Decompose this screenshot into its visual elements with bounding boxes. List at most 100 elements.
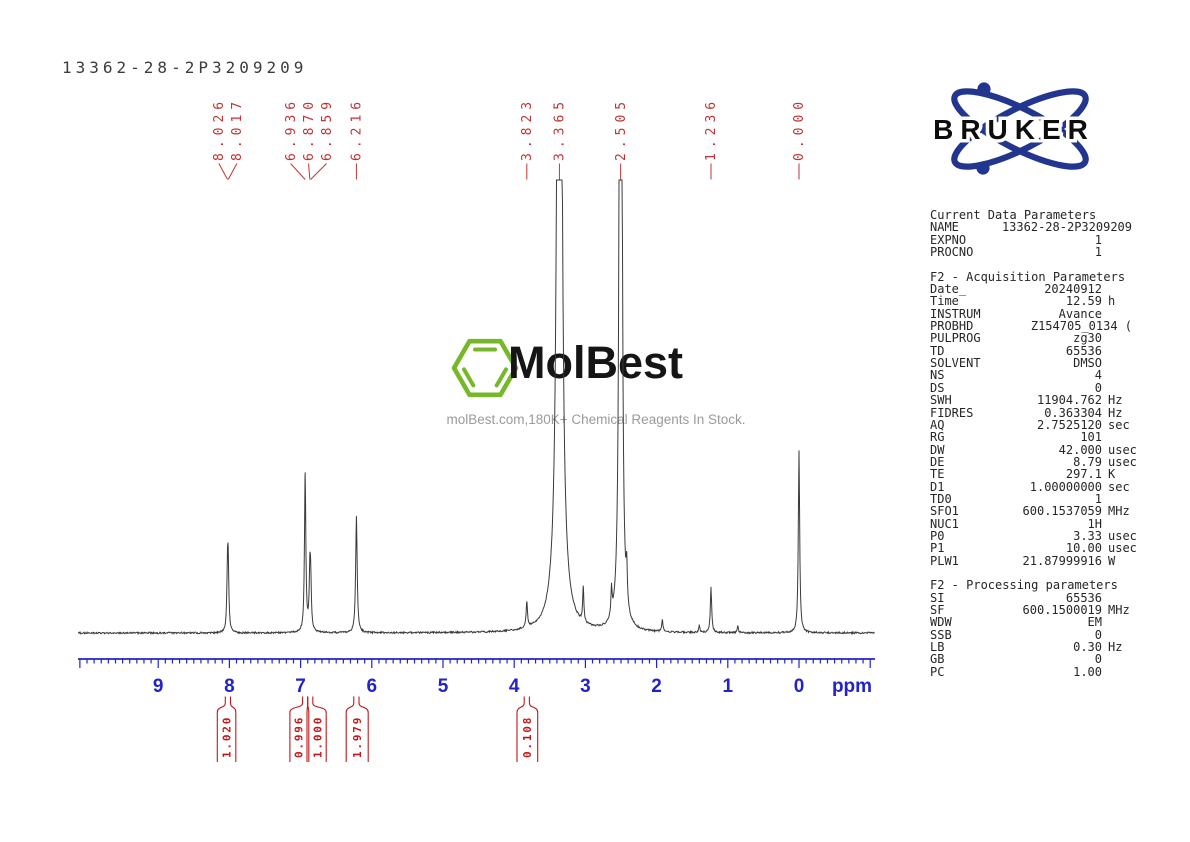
nmr-spectrum-plot: 9 8 7 6 5 4 3 2 1 0 ppm 8.026 8.017 6.936 6.870 6.859 6.… — [77, 97, 875, 762]
parameter-section: F2 - Processing parameters SI 65536 SF 600.1… — [930, 579, 1132, 678]
parameter-name: DW — [930, 442, 945, 457]
parameter-value: 42.000 — [1058, 442, 1102, 457]
parameter-value: 13362-28-2P3209209 — [1001, 220, 1132, 235]
parameter-name: TE — [930, 467, 945, 482]
parameter-name: FIDRES — [930, 405, 974, 420]
parameter-unit: Hz — [1108, 405, 1123, 420]
parameter-row: PROCNO 1 — [930, 245, 1132, 260]
parameter-row: SOLVENT DMSO — [930, 356, 1132, 371]
parameter-name: TD0 — [930, 491, 952, 506]
axis-tick-label: 7 — [295, 676, 306, 697]
peak-label-connector — [310, 163, 327, 180]
parameter-row: SSB 0 — [930, 627, 1132, 642]
parameter-value: 65536 — [1065, 590, 1102, 605]
parameter-value: 1H — [1087, 516, 1102, 531]
parameter-unit — [1102, 431, 1132, 443]
peak-label: 0.000 — [792, 97, 807, 161]
parameter-section-header: F2 - Processing parameters — [930, 578, 1118, 593]
parameter-value: zg30 — [1073, 331, 1102, 346]
axis-tick-label: 0 — [794, 676, 805, 697]
axis-tick-label: 3 — [580, 676, 591, 697]
parameter-section-header: F2 - Acquisition Parameters — [930, 269, 1126, 284]
molbest-watermark: MolBest molBest.com,180K+ Chemical Reage… — [446, 334, 746, 434]
parameter-name: SF — [930, 603, 945, 617]
parameter-row: D1 1.00000000 sec — [930, 479, 1132, 494]
peak-label-connector — [218, 163, 228, 180]
parameter-value: 0 — [1094, 652, 1102, 667]
molbest-tagline: molBest.com,180K+ Chemical Reagents In S… — [446, 412, 746, 427]
parameter-name: LB — [930, 640, 945, 655]
parameter-value: 8.79 — [1073, 454, 1102, 469]
parameter-name: SSB — [930, 627, 952, 642]
parameter-value: 12.59 — [1065, 294, 1102, 309]
peak-label: 8.026 — [212, 97, 227, 161]
parameter-value: 297.1 — [1065, 467, 1102, 482]
peak-label: 2.505 — [614, 97, 629, 161]
molbest-brand-text: MolBest — [508, 337, 684, 388]
integral-value: 1.020 — [220, 716, 233, 758]
parameter-name: PROCNO — [930, 245, 974, 260]
parameter-value: 0 — [1094, 627, 1102, 642]
parameter-value: 2.7525120 — [1036, 417, 1102, 432]
parameter-unit — [1102, 357, 1132, 369]
parameter-name: EXPNO — [930, 232, 967, 247]
axis-tick-label: 8 — [224, 676, 235, 697]
parameter-name: SFO1 — [930, 504, 959, 519]
bruker-brand-text: BRUKER — [933, 114, 1095, 145]
parameter-value: 600.1537059 — [1022, 504, 1102, 519]
parameter-value: 4 — [1094, 368, 1102, 383]
parameter-row: INSTRUM Avance — [930, 306, 1132, 321]
peak-label: 1.236 — [704, 97, 719, 161]
bruker-orbits-icon: BRUKER — [930, 82, 1095, 175]
peak-label: 8.017 — [230, 97, 245, 161]
parameter-row: FIDRES 0.363304 Hz — [930, 405, 1132, 420]
parameter-unit: usec — [1108, 442, 1137, 457]
parameter-value: Z154705_0134 ( — [1030, 319, 1132, 334]
parameter-row: Date_ 20240912 — [930, 283, 1132, 296]
parameter-section-header: Current Data Parameters — [930, 208, 1097, 222]
parameter-value: 21.87999916 — [1022, 553, 1102, 568]
parameter-row: WDW EM — [930, 615, 1132, 630]
parameter-row: NUC1 1H — [930, 516, 1132, 531]
axis-tick-label: 5 — [438, 676, 449, 697]
parameter-name: P0 — [930, 528, 945, 543]
peak-label: 3.823 — [520, 97, 535, 161]
parameter-value: 1.00000000 — [1029, 479, 1102, 494]
parameter-row: P0 3.33 usec — [930, 528, 1137, 543]
parameter-row: TE 297.1 K — [930, 467, 1132, 482]
parameter-row: GB 0 — [930, 652, 1132, 667]
parameter-name: DS — [930, 380, 945, 395]
parameter-row: Time 12.59 h — [930, 294, 1132, 309]
parameter-row: RG 101 — [930, 430, 1132, 445]
parameter-name: SOLVENT — [930, 356, 981, 371]
parameter-value: 1 — [1094, 245, 1102, 260]
parameter-name: INSTRUM — [930, 306, 981, 321]
parameter-unit: Hz — [1108, 393, 1123, 408]
parameter-value: 1 — [1094, 232, 1102, 247]
parameter-name: AQ — [930, 417, 945, 432]
parameter-name: P1 — [930, 541, 945, 556]
axis-tick-label: 6 — [367, 676, 378, 697]
axis-tick-label: 1 — [723, 676, 734, 697]
integral-bracket — [345, 696, 369, 762]
parameter-row: SF 600.1500019 MHz — [930, 603, 1132, 617]
parameter-value: DMSO — [1073, 356, 1102, 371]
parameter-name: PULPROG — [930, 331, 981, 346]
peak-label: 6.859 — [320, 97, 335, 161]
molbest-hexagon-icon — [451, 338, 519, 398]
parameter-name: NUC1 — [930, 516, 959, 531]
parameter-row: PULPROG zg30 — [930, 331, 1132, 346]
parameter-value: 101 — [1080, 430, 1102, 445]
parameter-unit: sec — [1108, 417, 1130, 432]
parameter-name: WDW — [930, 615, 952, 630]
parameter-value: 1 — [1094, 491, 1102, 506]
integral-bracket — [516, 696, 539, 762]
parameter-value: 10.00 — [1065, 541, 1102, 556]
parameter-name: PC — [930, 664, 945, 679]
parameter-unit: sec — [1108, 479, 1130, 494]
integral-value: 1.000 — [311, 716, 324, 758]
parameter-name: SWH — [930, 393, 952, 408]
parameter-value: 3.33 — [1073, 528, 1102, 543]
parameter-name: PROBHD — [930, 319, 974, 334]
